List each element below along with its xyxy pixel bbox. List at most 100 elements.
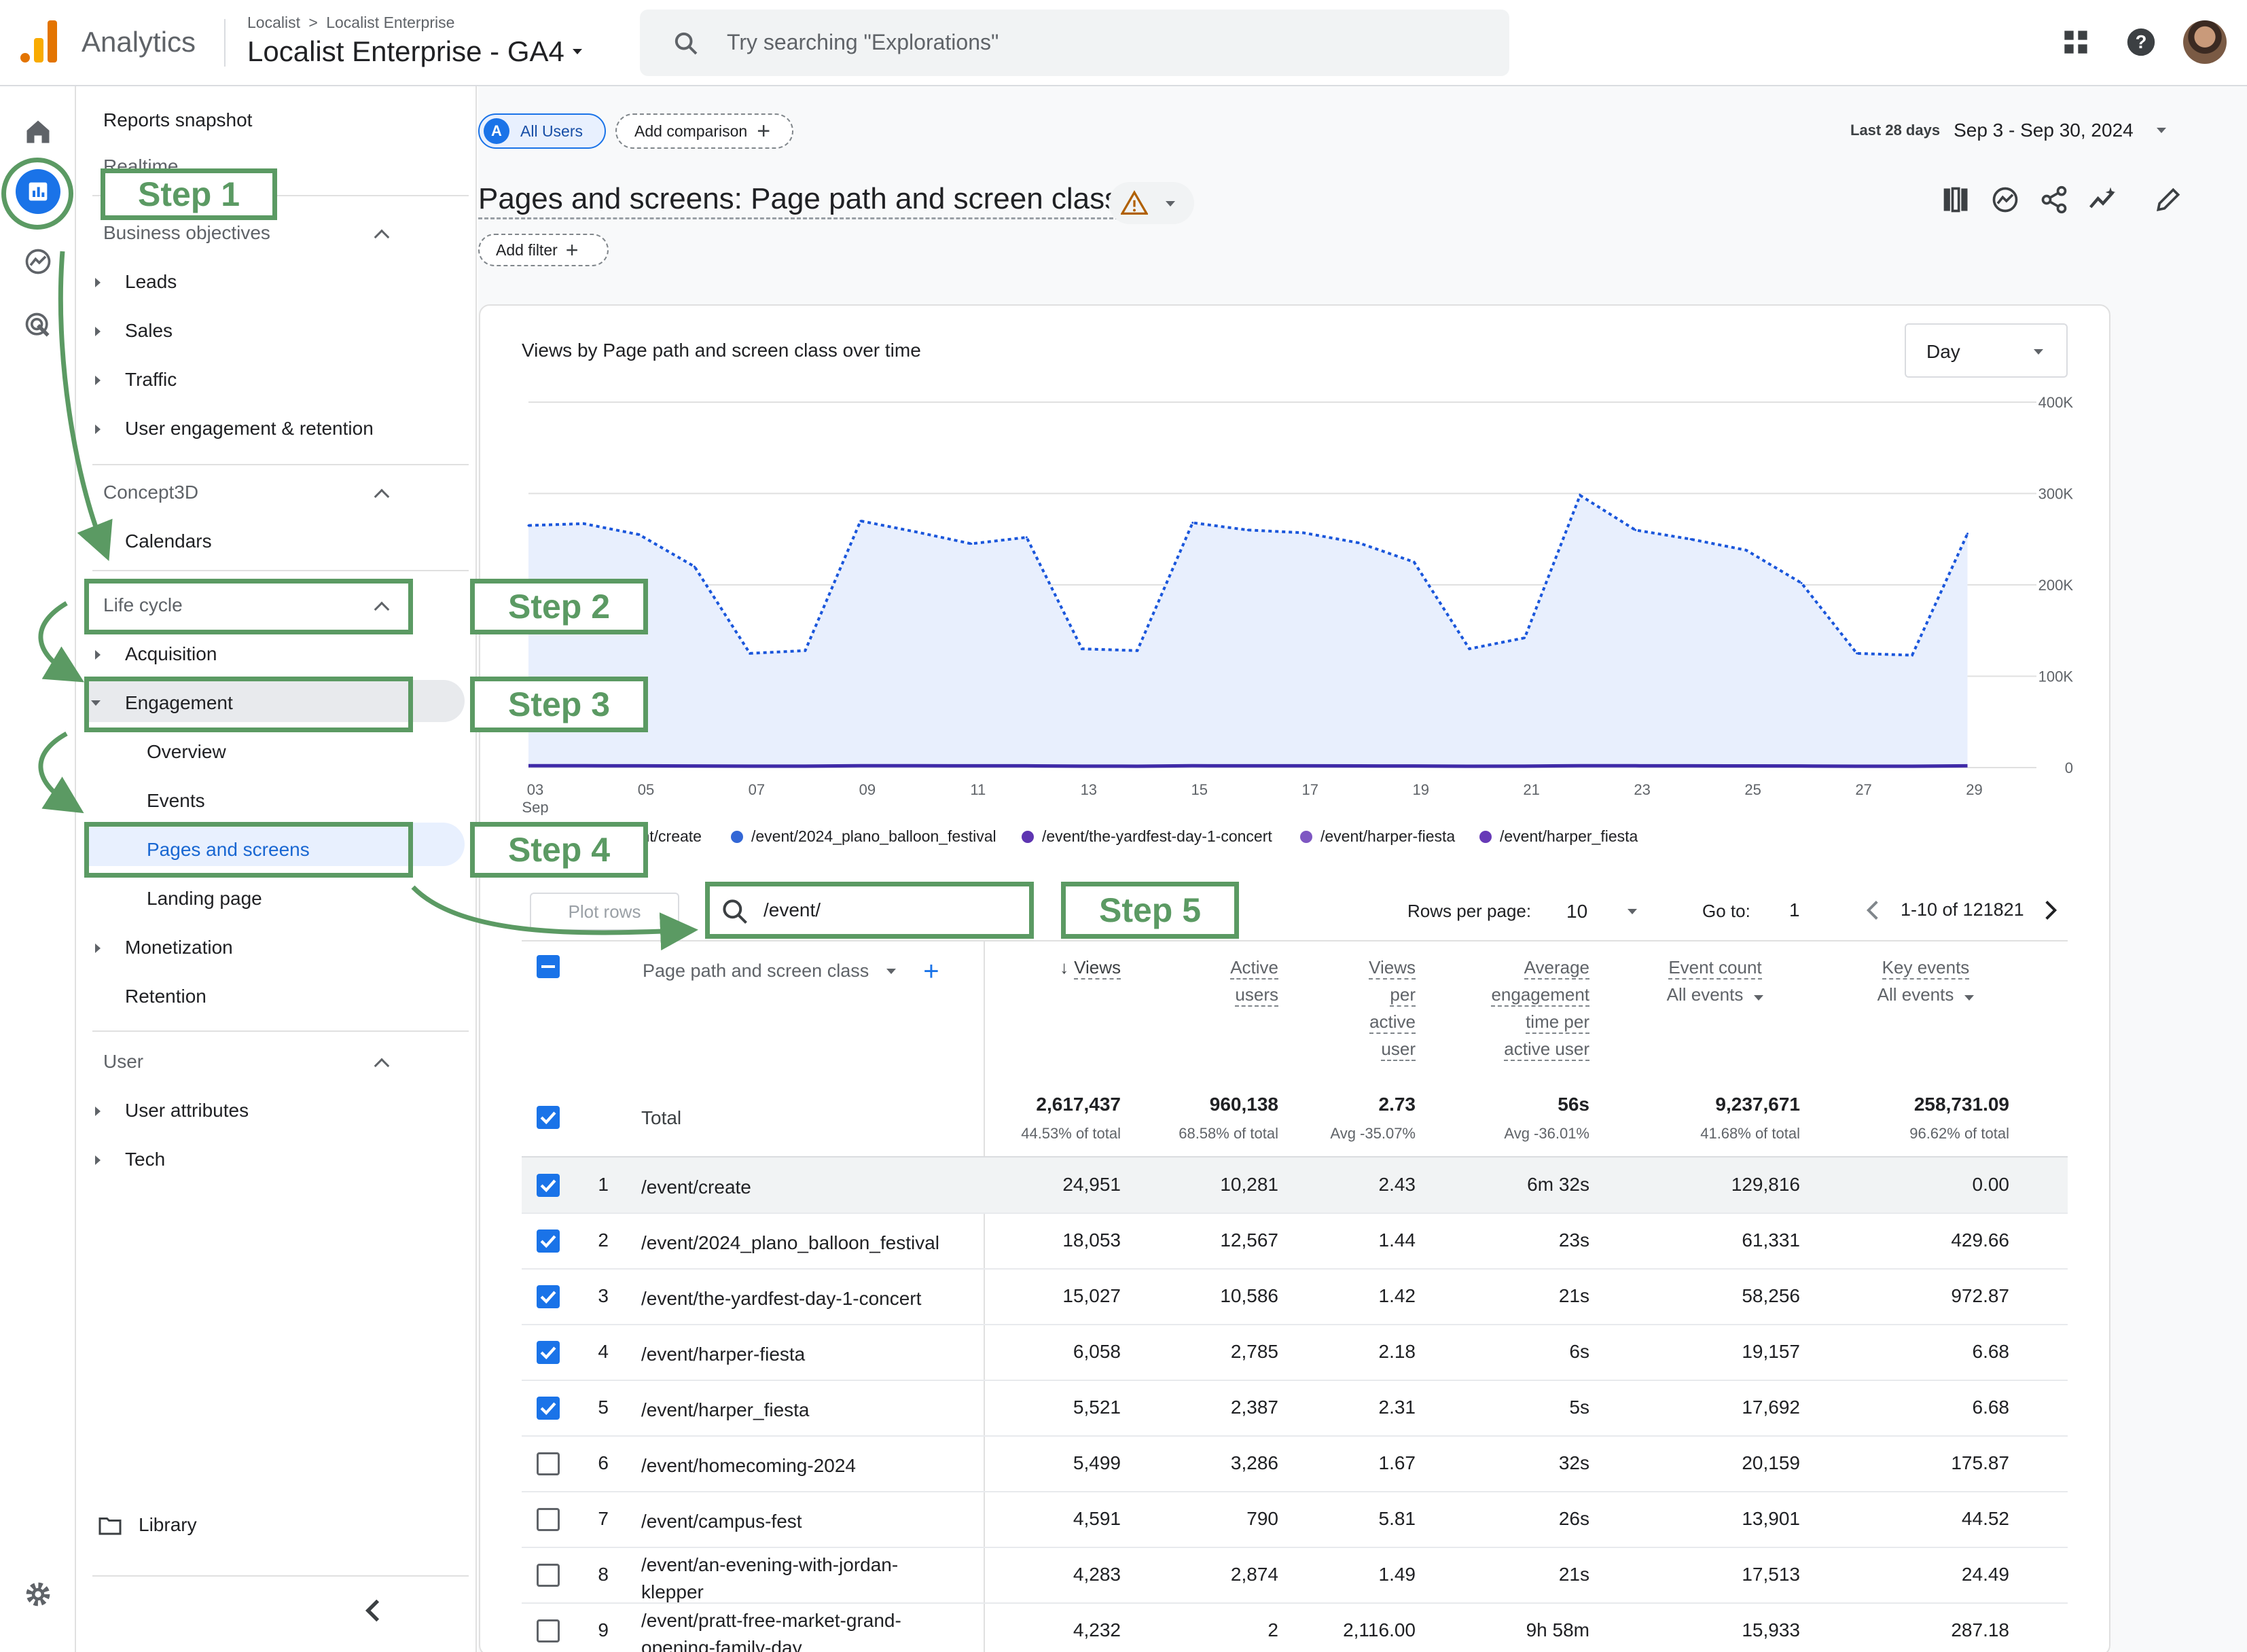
insights-icon[interactable] <box>1990 185 2020 215</box>
dimension-header[interactable]: Page path and screen class + <box>643 956 939 986</box>
page-path-link[interactable]: /event/the-yardfest-day-1-concert <box>641 1288 922 1309</box>
edit-pencil-icon[interactable] <box>2153 185 2183 215</box>
totals-checkbox[interactable] <box>537 1106 560 1129</box>
step1-circle-highlight <box>1 158 73 230</box>
expand-caret-icon[interactable] <box>95 327 101 336</box>
property-selector[interactable]: Localist Enterprise - GA4 <box>247 35 582 68</box>
segment-chip-all-users[interactable]: A All Users <box>478 113 606 149</box>
breadcrumb-property[interactable]: Localist Enterprise <box>326 14 455 31</box>
explore-icon[interactable] <box>23 247 53 276</box>
page-path-link[interactable]: /event/pratt-free-market-grand-opening-f… <box>641 1610 901 1652</box>
expand-caret-icon[interactable] <box>95 944 101 953</box>
expand-caret-icon[interactable] <box>95 278 101 287</box>
table-search-input[interactable]: /event/ <box>763 899 821 920</box>
date-range-selector[interactable]: Last 28 days Sep 3 - Sep 30, 2024 <box>1850 120 2166 141</box>
breadcrumb-account[interactable]: Localist <box>247 14 300 31</box>
x-tick-label: 29 <box>1966 781 1982 798</box>
views-per-user-header[interactable]: Views per active user <box>1331 954 1416 1062</box>
row-checkbox[interactable] <box>537 1508 560 1531</box>
legend-item[interactable]: /event/2024_plano_balloon_festival <box>731 827 996 846</box>
apps-grid-icon[interactable] <box>2062 29 2089 56</box>
sidebar-item-traffic[interactable]: Traffic <box>125 369 177 390</box>
advertising-icon[interactable] <box>23 310 53 340</box>
expand-caret-icon[interactable] <box>95 425 101 434</box>
add-comparison-button[interactable]: Add comparison + <box>615 113 793 149</box>
row-checkbox[interactable] <box>537 1229 560 1253</box>
home-icon[interactable] <box>23 117 53 147</box>
page-path-link[interactable]: /event/2024_plano_balloon_festival <box>641 1232 940 1253</box>
search-bar[interactable]: Try searching "Explorations" <box>640 10 1509 76</box>
share-icon[interactable] <box>2039 185 2069 215</box>
analytics-logo-icon[interactable] <box>20 20 57 62</box>
row-checkbox[interactable] <box>537 1341 560 1364</box>
section-business-objectives[interactable]: Business objectives <box>103 222 270 243</box>
previous-page-icon[interactable] <box>1865 898 1880 922</box>
search-input[interactable]: Try searching "Explorations" <box>727 30 999 54</box>
avg-engagement-header[interactable]: Average engagement time per active user <box>1460 954 1589 1062</box>
sidebar-item-sales[interactable]: Sales <box>125 320 173 341</box>
expand-caret-icon[interactable] <box>95 376 101 385</box>
active-users-header[interactable]: Active users <box>1182 954 1278 1008</box>
data-quality-chip[interactable] <box>1109 182 1194 224</box>
settings-gear-icon[interactable] <box>23 1579 53 1609</box>
collapse-sidebar-icon[interactable] <box>364 1598 382 1623</box>
page-path-link[interactable]: /event/harper-fiesta <box>641 1344 806 1365</box>
sidebar-item-acquisition[interactable]: Acquisition <box>125 643 217 664</box>
help-icon[interactable]: ? <box>2126 27 2156 57</box>
add-dimension-plus-icon[interactable]: + <box>923 956 939 986</box>
plot-rows-button[interactable]: Plot rows <box>530 893 679 931</box>
row-checkbox[interactable] <box>537 1174 560 1197</box>
legend-item[interactable]: /event/harper_fiesta <box>1479 827 1638 846</box>
expand-caret-icon[interactable] <box>95 650 101 660</box>
trend-sparkle-icon[interactable] <box>2088 185 2118 215</box>
customize-report-icon[interactable] <box>1941 185 1971 215</box>
sidebar-item-calendars[interactable]: Calendars <box>125 531 212 552</box>
sidebar-item-library[interactable]: Library <box>139 1514 197 1535</box>
expand-caret-icon[interactable] <box>95 1107 101 1116</box>
legend-item[interactable]: /event/the-yardfest-day-1-concert <box>1022 827 1272 846</box>
add-filter-button[interactable]: Add filter + <box>478 234 609 266</box>
select-all-checkbox[interactable] <box>537 955 560 978</box>
row-checkbox[interactable] <box>537 1285 560 1308</box>
key-events-header[interactable]: Key events All events <box>1861 954 1990 1008</box>
sidebar-item-pages-and-screens[interactable]: Pages and screens <box>147 839 310 860</box>
key-events-filter[interactable]: All events <box>1861 981 1990 1008</box>
views-header[interactable]: ↓ Views <box>1019 954 1121 981</box>
account-breadcrumb[interactable]: Localist > Localist Enterprise <box>247 14 454 32</box>
row-checkbox[interactable] <box>537 1452 560 1475</box>
row-checkbox[interactable] <box>537 1619 560 1642</box>
legend-item[interactable]: /event/harper-fiesta <box>1300 827 1455 846</box>
page-path-link[interactable]: /event/create <box>641 1177 751 1198</box>
event-count-filter[interactable]: All events <box>1651 981 1780 1008</box>
cell-event-count: 61,331 <box>1742 1229 1800 1251</box>
granularity-select[interactable]: Day <box>1905 323 2068 378</box>
sidebar-item-retention[interactable]: Retention <box>125 986 206 1007</box>
sidebar-item-leads[interactable]: Leads <box>125 271 177 292</box>
avatar[interactable] <box>2183 20 2227 64</box>
sidebar-item-reports-snapshot[interactable]: Reports snapshot <box>103 109 253 130</box>
section-user[interactable]: User <box>103 1051 144 1072</box>
page-path-link[interactable]: /event/homecoming-2024 <box>641 1455 856 1476</box>
sidebar-item-monetization[interactable]: Monetization <box>125 937 233 958</box>
goto-input[interactable]: 1 <box>1789 899 1800 920</box>
page-path-link[interactable]: /event/harper_fiesta <box>641 1399 810 1420</box>
sidebar-item-landing-page[interactable]: Landing page <box>147 888 262 909</box>
row-checkbox[interactable] <box>537 1397 560 1420</box>
rows-per-page-select[interactable]: 10 <box>1562 894 1651 928</box>
page-path-link[interactable]: /event/campus-fest <box>641 1511 802 1532</box>
section-concept3d[interactable]: Concept3D <box>103 482 199 503</box>
sidebar-item-user-engagement[interactable]: User engagement & retention <box>125 418 374 439</box>
sidebar-item-engagement[interactable]: Engagement <box>125 692 233 713</box>
sidebar-item-tech[interactable]: Tech <box>125 1149 166 1170</box>
section-life-cycle[interactable]: Life cycle <box>103 594 183 615</box>
next-page-icon[interactable] <box>2043 898 2058 922</box>
row-divider <box>522 1380 2068 1381</box>
sidebar-item-overview[interactable]: Overview <box>147 741 226 762</box>
expanded-caret-icon[interactable] <box>91 700 101 706</box>
sidebar-item-user-attributes[interactable]: User attributes <box>125 1100 249 1121</box>
page-path-link[interactable]: /event/an-evening-with-jordan-klepper <box>641 1554 899 1602</box>
expand-caret-icon[interactable] <box>95 1155 101 1165</box>
sidebar-item-events[interactable]: Events <box>147 790 205 811</box>
row-checkbox[interactable] <box>537 1564 560 1587</box>
event-count-header[interactable]: Event count All events <box>1651 954 1780 1008</box>
